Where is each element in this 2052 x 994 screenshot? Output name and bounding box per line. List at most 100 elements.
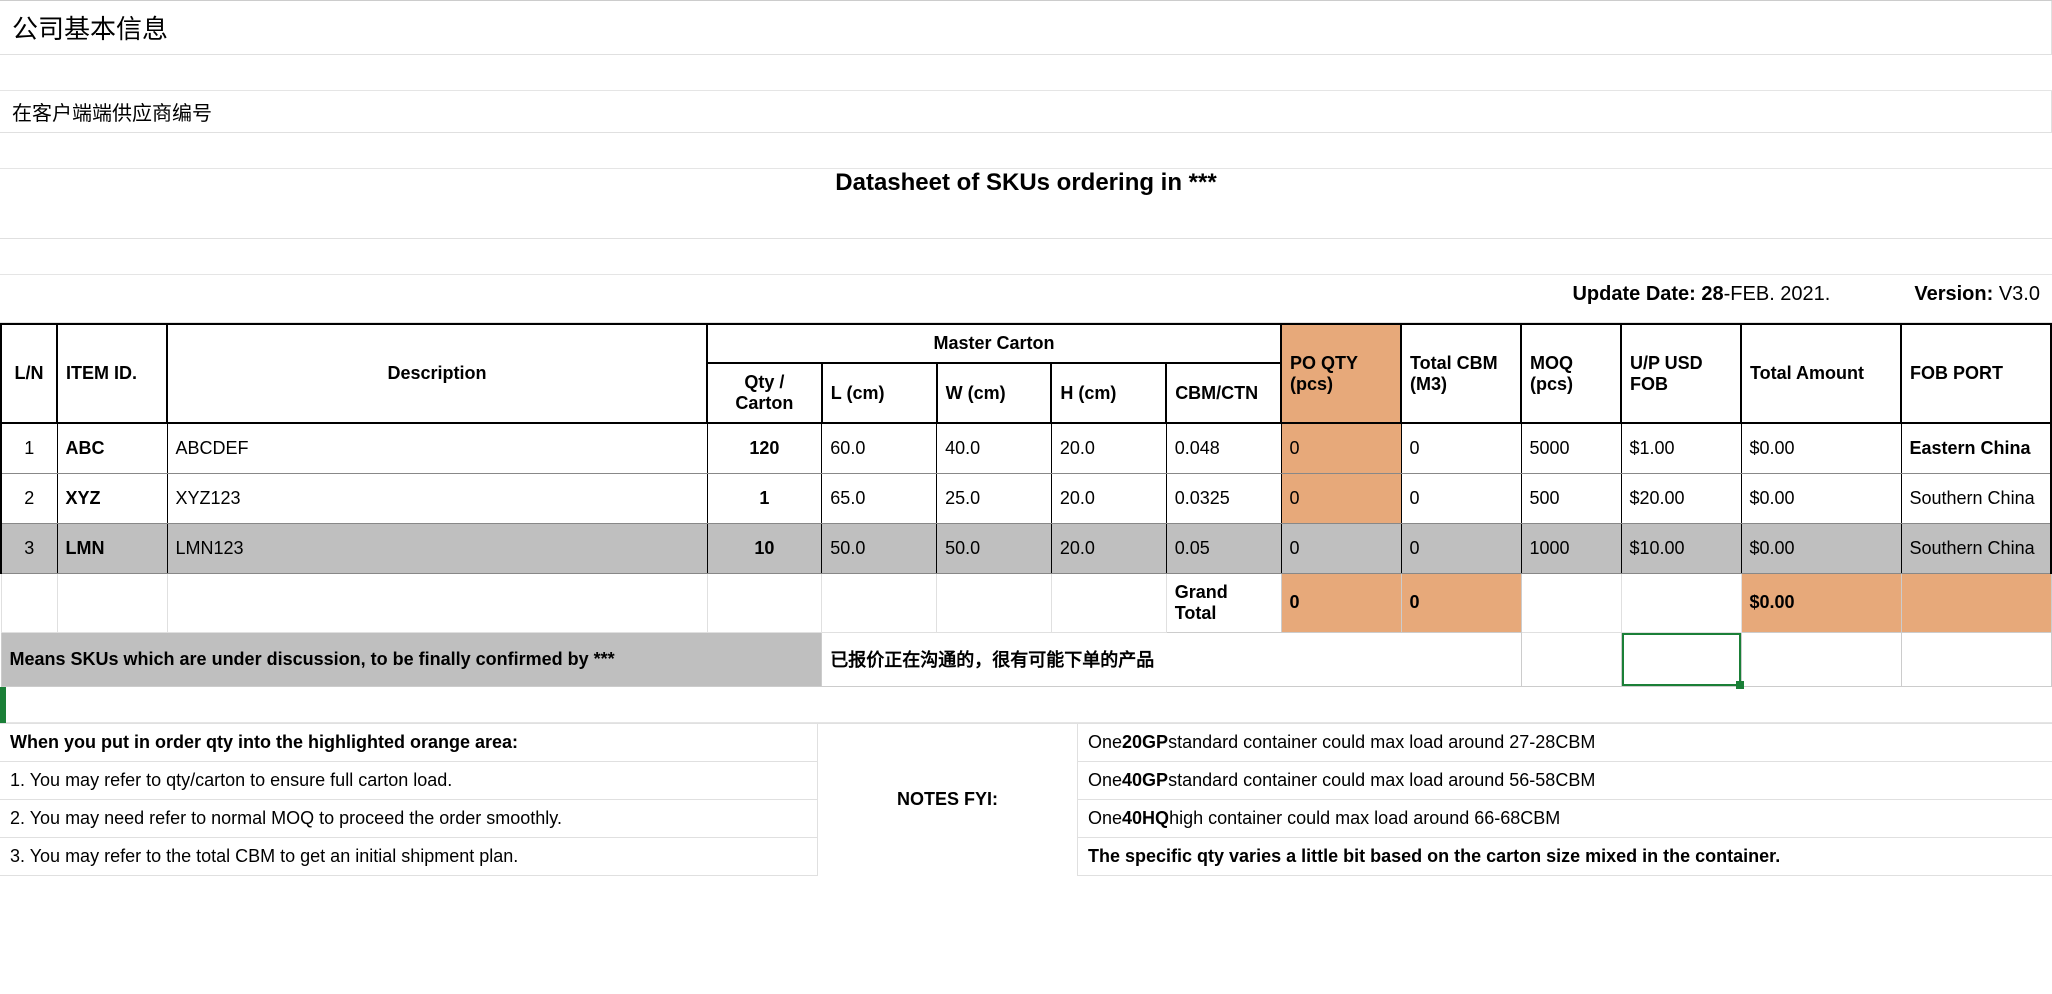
blank-row [0,133,2052,169]
cell-unit-price[interactable]: $1.00 [1621,423,1741,473]
cell-total-amount[interactable]: $0.00 [1741,473,1901,523]
cell-total-cbm[interactable]: 0 [1401,523,1521,573]
cell-item-id[interactable]: ABC [57,423,167,473]
cell-w[interactable]: 40.0 [937,423,1052,473]
cell-moq[interactable]: 500 [1521,473,1621,523]
grand-total-cbm: 0 [1401,573,1521,632]
cell-fob-port[interactable]: Eastern China [1901,423,2051,473]
cell-item-id[interactable]: LMN [57,523,167,573]
cell-fob-port[interactable]: Southern China [1901,473,2051,523]
cell-total-cbm[interactable]: 0 [1401,473,1521,523]
col-description: Description [167,324,707,423]
blank-cell [1,573,57,632]
blank-cell [1521,573,1621,632]
cell-cbm-ctn[interactable]: 0.0325 [1166,473,1281,523]
blank-cell [1051,573,1166,632]
cell-description[interactable]: LMN123 [167,523,707,573]
table-header: L/N ITEM ID. Description Master Carton P… [1,324,2051,423]
selected-cell[interactable] [1621,632,1741,686]
cell-unit-price[interactable]: $20.00 [1621,473,1741,523]
update-date-day: 28 [1701,283,1723,305]
container-code: 40GP [1122,770,1168,791]
cell-total-amount[interactable]: $0.00 [1741,523,1901,573]
cell-description[interactable]: XYZ123 [167,473,707,523]
cell-unit-price[interactable]: $10.00 [1621,523,1741,573]
notes-section: When you put in order qty into the highl… [0,723,2052,876]
spreadsheet[interactable]: 公司基本信息 在客户端端供应商编号 Datasheet of SKUs orde… [0,0,2052,876]
notes-right-item: One 40GP standard container could max lo… [1078,762,2052,800]
cell-total-cbm[interactable]: 0 [1401,423,1521,473]
cell-l[interactable]: 65.0 [822,473,937,523]
col-fob-port: FOB PORT [1901,324,2051,423]
update-date-label: Update Date: [1572,283,1701,305]
cell-ln[interactable]: 1 [1,423,57,473]
col-qty-carton: Qty / Carton [707,363,822,423]
cell-qty-carton[interactable]: 1 [707,473,822,523]
cell-cbm-ctn[interactable]: 0.05 [1166,523,1281,573]
cell-h[interactable]: 20.0 [1051,473,1166,523]
row-supplier-code: 在客户端端供应商编号 [0,91,2052,133]
col-up-usd: U/P USD FOB [1621,324,1741,423]
grand-total-amount: $0.00 [1741,573,1901,632]
blank-row [0,687,2052,723]
cell-qty-carton[interactable]: 120 [707,423,822,473]
meta-row: Update Date: 28-FEB. 2021. Version: V3.0 [0,275,2052,323]
col-master-carton: Master Carton [707,324,1281,363]
update-date: Update Date: 28-FEB. 2021. [1560,275,1842,322]
cell-l[interactable]: 60.0 [822,423,937,473]
blank-cell [1521,632,1621,686]
text: standard container could max load around… [1168,732,1595,753]
version-label: Version: [1914,283,1998,305]
cell-w[interactable]: 50.0 [937,523,1052,573]
cell-l[interactable]: 50.0 [822,523,937,573]
cell-qty-carton[interactable]: 10 [707,523,822,573]
cell-total-amount[interactable]: $0.00 [1741,423,1901,473]
cell-cbm-ctn[interactable]: 0.048 [1166,423,1281,473]
notes-left-item: 2. You may need refer to normal MOQ to p… [0,800,817,838]
cell-moq[interactable]: 1000 [1521,523,1621,573]
spacer [1842,275,1902,322]
blank-cell [1621,573,1741,632]
cell-description[interactable]: ABCDEF [167,423,707,473]
blank-row [0,55,2052,91]
cell-ln[interactable]: 2 [1,473,57,523]
col-h-cm: H (cm) [1051,363,1166,423]
grand-total-row: Grand Total 0 0 $0.00 [1,573,2051,632]
blank-cell [937,573,1052,632]
cell-ln[interactable]: 3 [1,523,57,573]
notes-right-final: The specific qty varies a little bit bas… [1078,838,2052,876]
cell-fob-port[interactable]: Southern China [1901,523,2051,573]
cell-h[interactable]: 20.0 [1051,523,1166,573]
cell-po-qty[interactable]: 0 [1281,473,1401,523]
cell-w[interactable]: 25.0 [937,473,1052,523]
cell-h[interactable]: 20.0 [1051,423,1166,473]
blank-cell [707,573,822,632]
version-value: V3.0 [1999,283,2040,305]
cell-item-id[interactable]: XYZ [57,473,167,523]
cell-moq[interactable]: 5000 [1521,423,1621,473]
text: One [1088,732,1122,753]
table-row[interactable]: 3LMNLMN1231050.050.020.00.05001000$10.00… [1,523,2051,573]
sku-table[interactable]: L/N ITEM ID. Description Master Carton P… [0,323,2052,687]
grand-total-po-qty: 0 [1281,573,1401,632]
update-date-rest: -FEB. 2021. [1724,283,1831,305]
col-w-cm: W (cm) [937,363,1052,423]
col-total-cbm: Total CBM (M3) [1401,324,1521,423]
table-row[interactable]: 1ABCABCDEF12060.040.020.00.048005000$1.0… [1,423,2051,473]
col-l-cm: L (cm) [822,363,937,423]
cell-po-qty[interactable]: 0 [1281,423,1401,473]
title-row: Datasheet of SKUs ordering in *** [0,169,2052,239]
blank-cell [1901,573,2051,632]
row-company-info: 公司基本信息 [0,1,2052,55]
company-info-label: 公司基本信息 [0,1,2052,54]
container-code: 20GP [1122,732,1168,753]
version: Version: V3.0 [1902,275,2052,322]
table-row[interactable]: 2XYZXYZ123165.025.020.00.032500500$20.00… [1,473,2051,523]
cell-po-qty[interactable]: 0 [1281,523,1401,573]
blank-cell [167,573,707,632]
blank-row [0,239,2052,275]
col-total-amount: Total Amount [1741,324,1901,423]
notes-right-item: One 40HQ high container could max load a… [1078,800,2052,838]
col-moq: MOQ (pcs) [1521,324,1621,423]
blank-cell [1741,632,1901,686]
